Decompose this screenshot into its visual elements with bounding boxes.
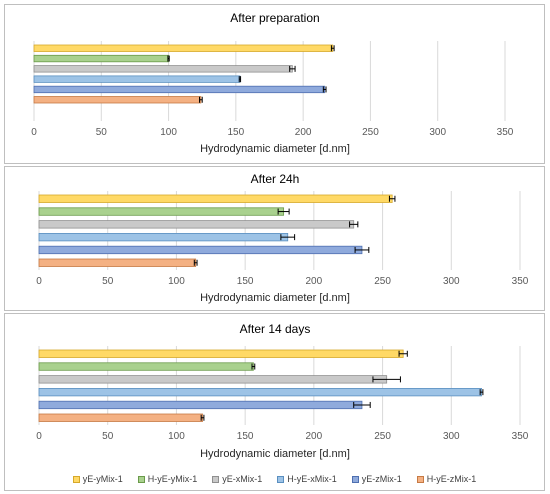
legend-item-H-yE-yMix-1: H-yE-yMix-1	[137, 474, 198, 484]
bar-H-yE-zMix-1	[38, 413, 203, 422]
bar-yE-xMix-1	[38, 220, 355, 229]
x-tick-label: 350	[512, 431, 529, 442]
chart-title: After preparation	[230, 11, 319, 25]
chart-title: After 14 days	[240, 322, 311, 336]
x-tick-label: 150	[228, 127, 245, 138]
error-bar-yE-xMix-1	[289, 65, 296, 72]
bar-H-yE-xMix-1	[38, 233, 289, 242]
legend-swatch	[72, 475, 80, 483]
error-bar-yE-zMix-1	[354, 246, 370, 253]
x-tick-label: 150	[237, 431, 254, 442]
error-bar-H-yE-zMix-1	[193, 259, 198, 266]
error-bar-yE-yMix-1	[398, 350, 408, 357]
x-tick-label: 300	[443, 276, 460, 287]
x-axis-label: Hydrodynamic diameter [d.nm]	[200, 143, 350, 155]
error-bar-yE-yMix-1	[388, 195, 396, 202]
chart-title: After 24h	[251, 172, 300, 186]
x-tick-label: 350	[497, 127, 514, 138]
bar-yE-xMix-1	[38, 375, 388, 384]
x-tick-label: 250	[374, 276, 391, 287]
legend-swatch	[416, 475, 424, 483]
x-tick-label: 50	[96, 127, 108, 138]
x-tick-label: 0	[31, 127, 37, 138]
x-tick-label: 150	[237, 276, 254, 287]
x-axis-label: Hydrodynamic diameter [d.nm]	[200, 448, 350, 460]
bar-H-yE-yMix-1	[38, 362, 254, 371]
x-tick-label: 300	[429, 127, 446, 138]
bar-yE-yMix-1	[38, 349, 404, 358]
x-tick-label: 100	[168, 431, 185, 442]
bar-H-yE-yMix-1	[33, 54, 169, 63]
error-bar-yE-xMix-1	[372, 376, 401, 383]
legend-label: yE-yMix-1	[82, 474, 123, 484]
x-tick-label: 50	[102, 431, 114, 442]
chart-panel-after-14-days: After 14 days 0 50 100 150 200 250 300 350 Hydrod…	[4, 313, 545, 491]
x-tick-label: 200	[306, 276, 323, 287]
error-bar-H-yE-yMix-1	[277, 208, 290, 215]
x-tick-label: 0	[36, 431, 42, 442]
error-bar-H-yE-xMix-1	[280, 234, 296, 241]
bar-H-yE-zMix-1	[38, 258, 197, 267]
legend-item-yE-zMix-1: yE-zMix-1	[351, 474, 402, 484]
bar-yE-yMix-1	[38, 194, 393, 203]
x-tick-label: 200	[295, 127, 312, 138]
error-bar-yE-zMix-1	[353, 401, 371, 408]
x-tick-label: 50	[102, 276, 114, 287]
x-tick-label: 300	[443, 431, 460, 442]
chart-panel-after-24h: After 24h 0 50 100 150 200 250 300 350 Hydrodynam…	[4, 166, 545, 311]
legend-item-yE-xMix-1: yE-xMix-1	[212, 474, 262, 484]
bar-yE-yMix-1	[33, 44, 334, 52]
bar-H-yE-xMix-1	[33, 75, 241, 83]
x-tick-label: 250	[362, 127, 379, 138]
bar-H-yE-zMix-1	[33, 96, 202, 104]
error-bar-yE-xMix-1	[349, 221, 359, 228]
chart-panel-after-preparation: After preparation 0 50 100 150 200 250 300 350 Hy…	[4, 4, 545, 164]
error-bar-H-yE-xMix-1	[479, 389, 484, 396]
x-tick-label: 0	[36, 276, 42, 287]
legend-label: yE-xMix-1	[222, 474, 263, 484]
x-tick-label: 100	[168, 276, 185, 287]
error-bar-H-yE-zMix-1	[200, 414, 205, 421]
chart-after-preparation: After preparation 0 50 100 150 200 250 300 350 Hy…	[31, 11, 514, 155]
legend-swatch	[351, 475, 359, 483]
x-tick-label: 200	[306, 431, 323, 442]
chart-after-14-days: After 14 days 0 50 100 150 200 250 300 350 Hydrod…	[36, 322, 529, 460]
bar-yE-zMix-1	[33, 85, 326, 94]
x-axis-label: Hydrodynamic diameter [d.nm]	[200, 292, 350, 304]
bar-H-yE-yMix-1	[38, 207, 285, 216]
chart-after-24h: After 24h 0 50 100 150 200 250 300 350 Hydrodynam…	[36, 172, 529, 304]
bar-yE-zMix-1	[38, 245, 363, 255]
legend-swatch	[137, 475, 145, 483]
bar-H-yE-xMix-1	[38, 388, 482, 397]
chart-legend: yE-yMix-1 H-yE-yMix-1 yE-xMix-1 H-yE-xMix-1…	[5, 474, 544, 484]
legend-label: H-yE-xMix-1	[287, 474, 337, 484]
error-bar-H-yE-xMix-1	[238, 76, 242, 83]
error-bar-H-yE-zMix-1	[199, 96, 203, 103]
legend-label: H-yE-yMix-1	[147, 474, 198, 484]
error-bar-yE-yMix-1	[330, 45, 335, 52]
x-tick-label: 250	[374, 431, 391, 442]
error-bar-H-yE-yMix-1	[167, 55, 170, 62]
legend-label: H-yE-zMix-1	[426, 474, 477, 484]
x-tick-label: 100	[160, 127, 177, 138]
bar-yE-zMix-1	[38, 400, 363, 410]
error-bar-H-yE-yMix-1	[251, 363, 256, 370]
x-tick-label: 350	[512, 276, 529, 287]
legend-swatch	[277, 475, 285, 483]
legend-item-H-yE-xMix-1: H-yE-xMix-1	[277, 474, 337, 484]
legend-swatch	[212, 475, 220, 483]
legend-item-yE-yMix-1: yE-yMix-1	[72, 474, 123, 484]
error-bar-yE-zMix-1	[322, 86, 327, 93]
legend-item-H-yE-zMix-1: H-yE-zMix-1	[416, 474, 477, 484]
legend-label: yE-zMix-1	[361, 474, 402, 484]
bar-yE-xMix-1	[33, 65, 293, 73]
